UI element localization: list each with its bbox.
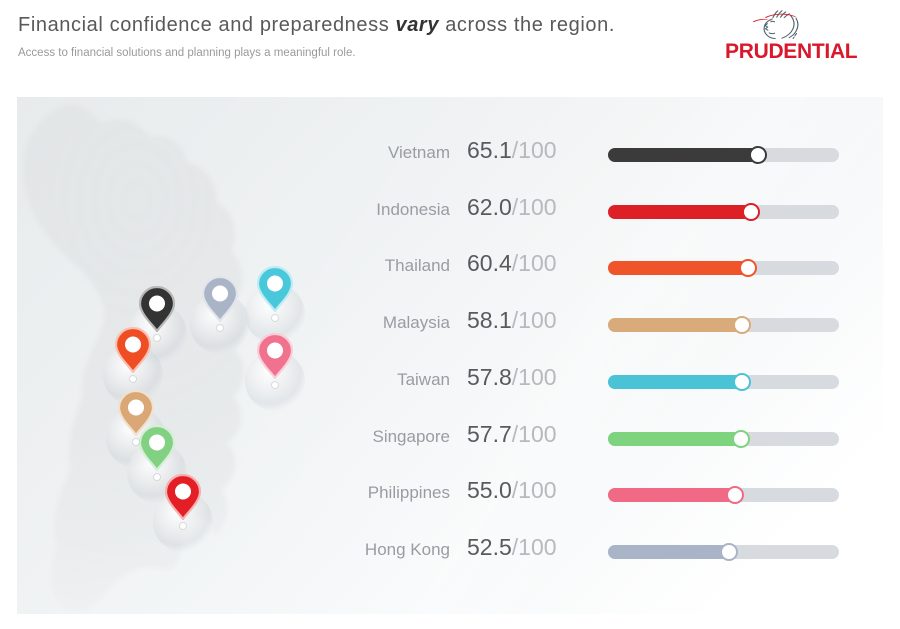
svg-text:PRUDENTIAL: PRUDENTIAL — [725, 40, 858, 63]
